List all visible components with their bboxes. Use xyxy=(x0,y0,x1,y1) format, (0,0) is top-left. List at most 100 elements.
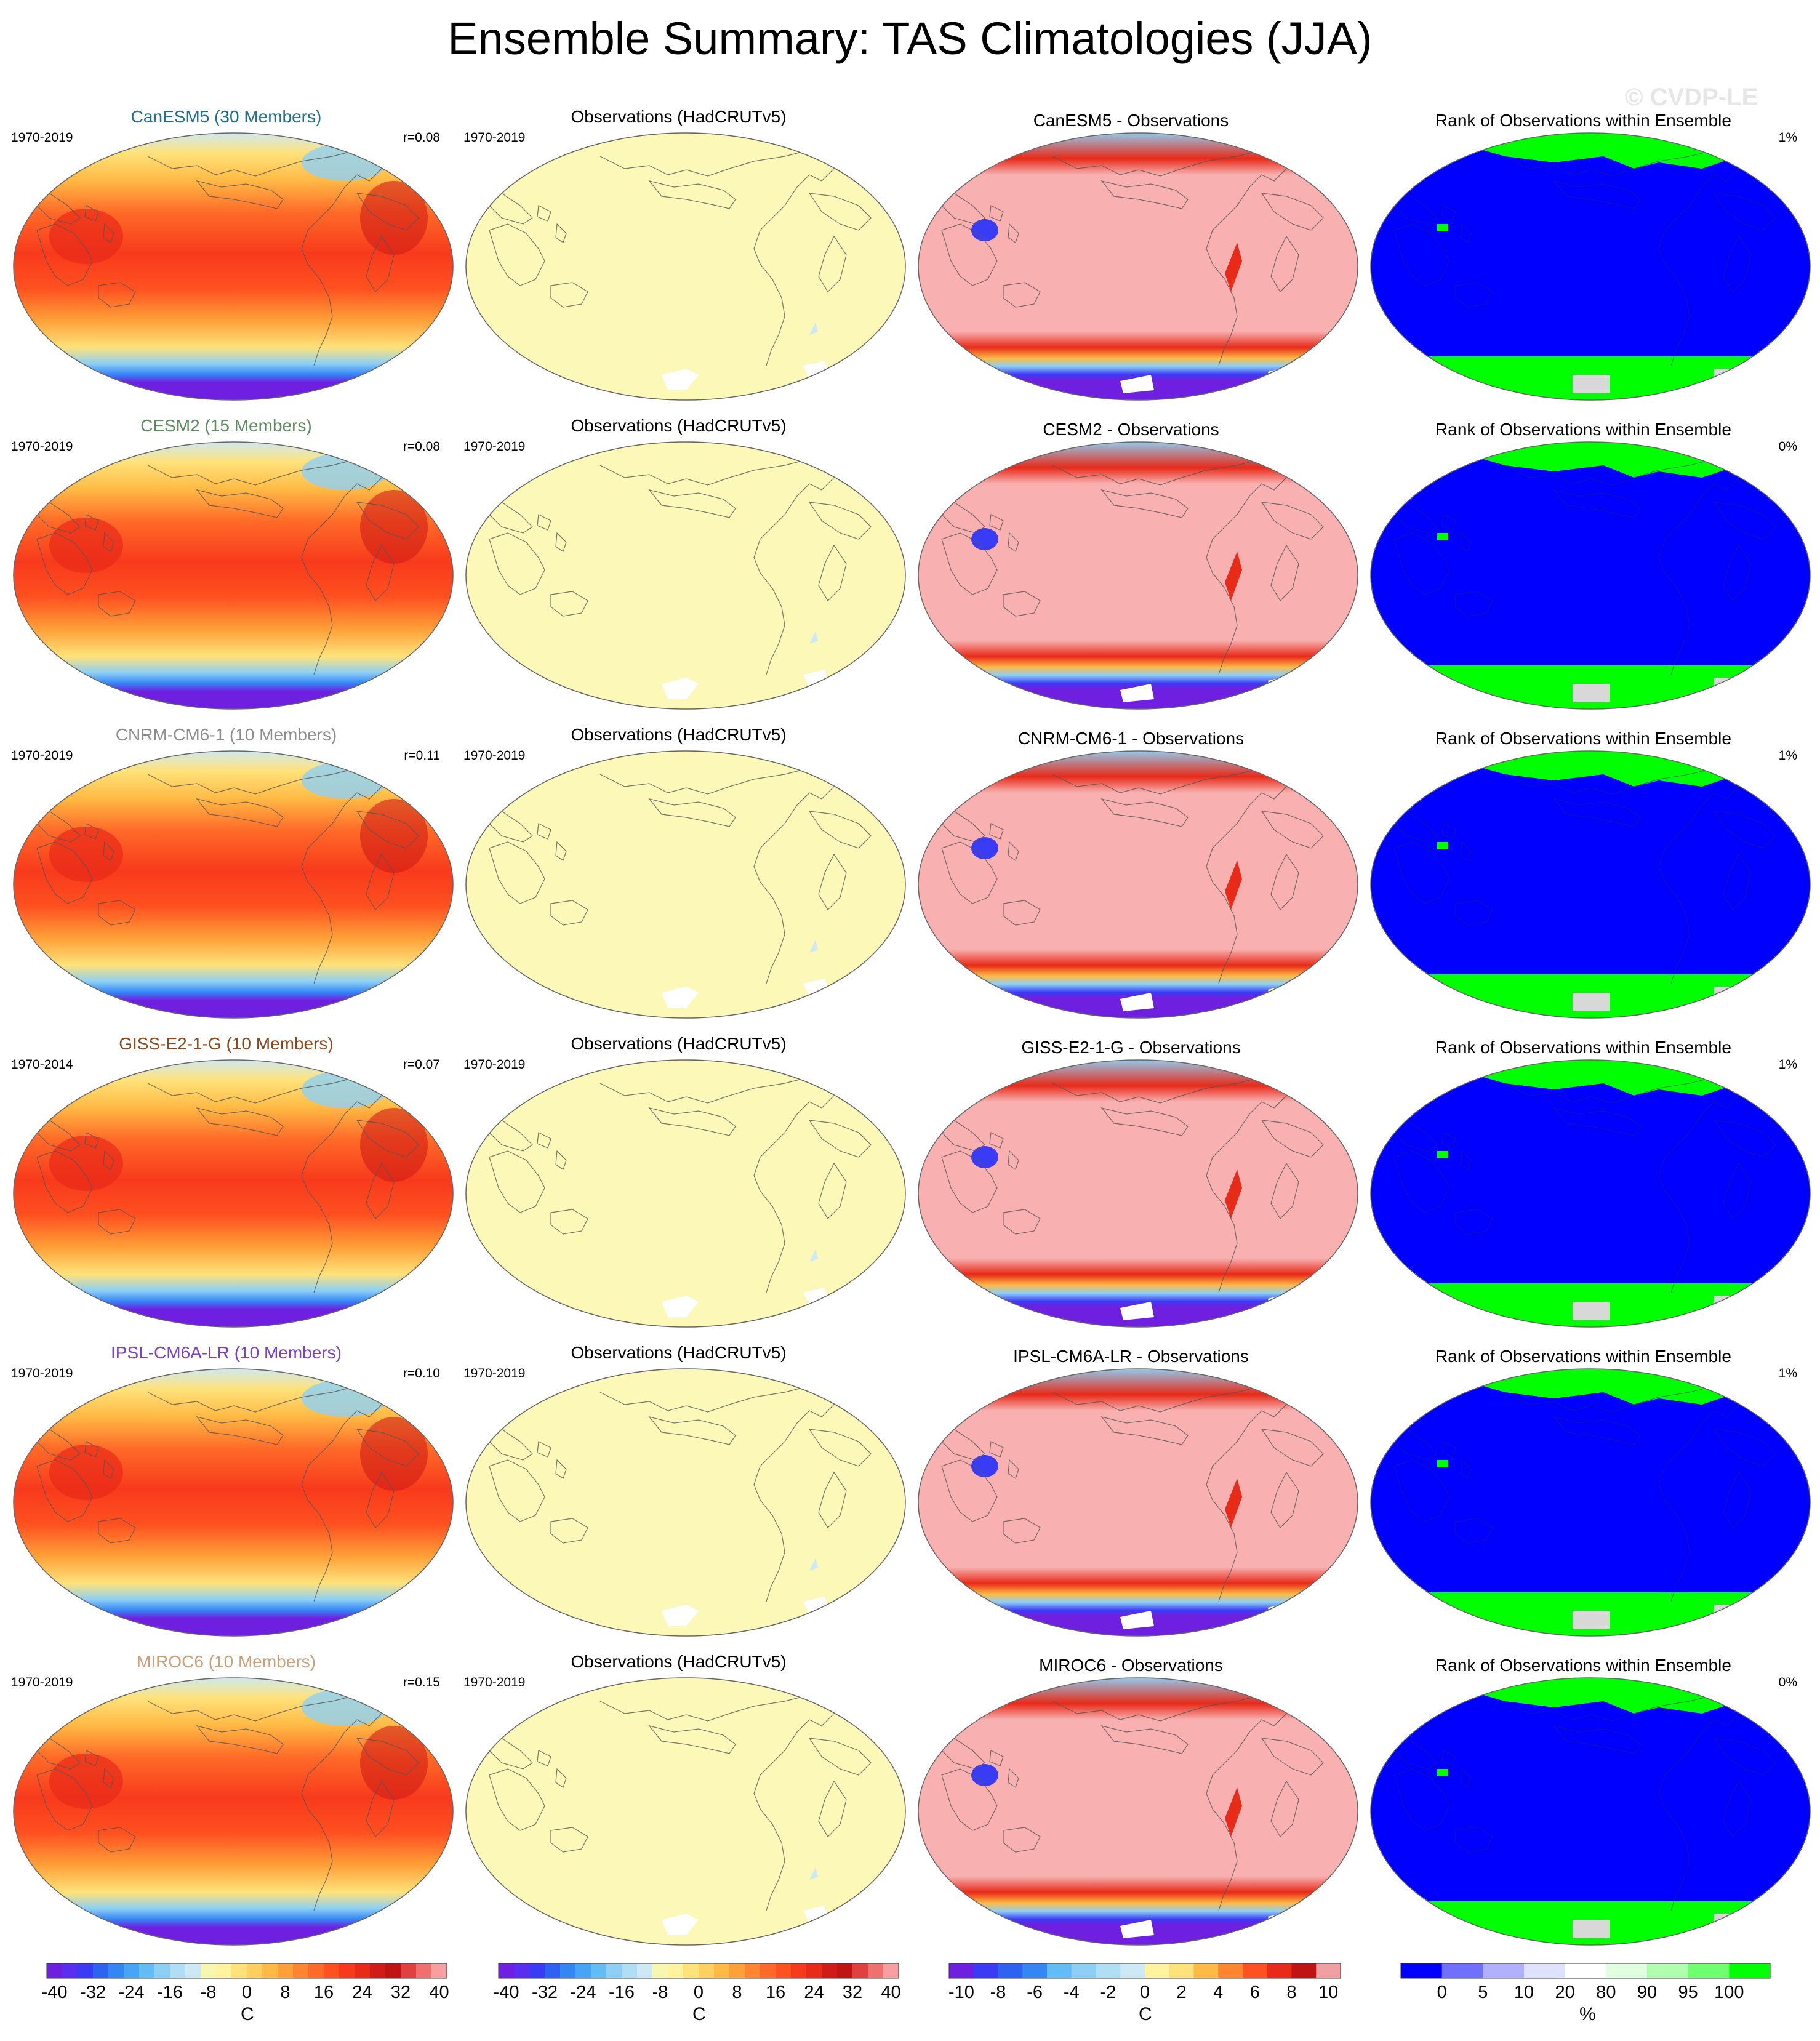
correlation-label: r=0.08 xyxy=(403,439,440,454)
rank-panel-title: Rank of Observations within Ensemble xyxy=(1435,111,1731,130)
colorbar-swatch xyxy=(745,1963,761,1978)
colorbar: -40 -32 -24 -16 -8 0 8 16 24 32 40 C xyxy=(34,1963,459,2041)
model-panel: CNRM-CM6-1 (10 Members) 1970-2019 r=0.11 xyxy=(0,710,454,1019)
colorbar-tick-label: 24 xyxy=(352,1983,372,2002)
rank-map-svg xyxy=(1370,1059,1811,1328)
colorbar: 0 5 10 20 80 90 95 100% xyxy=(1389,1963,1782,2041)
rank-panel-title: Rank of Observations within Ensemble xyxy=(1435,1656,1731,1675)
colorbar-tick-label: 32 xyxy=(843,1983,862,2002)
diff-panel-title: CanESM5 - Observations xyxy=(1033,111,1229,130)
figure-row: IPSL-CM6A-LR (10 Members) 1970-2019 r=0.10… xyxy=(0,1328,1820,1637)
colorbar-swatch xyxy=(124,1963,140,1978)
correlation-label: r=0.07 xyxy=(403,1057,440,1072)
colorbar-swatch xyxy=(324,1963,340,1978)
colorbar-tick-label: 8 xyxy=(1286,1983,1296,2002)
diff-map-svg xyxy=(918,441,1358,710)
rank-percent-label: 0% xyxy=(1778,1675,1797,1690)
colorbar-unit-label: C xyxy=(241,2004,254,2024)
colorbar-swatch xyxy=(1606,1963,1648,1978)
model-panel-title: CNRM-CM6-1 (10 Members) xyxy=(115,725,337,744)
colorbar-swatch xyxy=(93,1963,109,1978)
colorbar-swatch xyxy=(560,1963,576,1978)
colorbar-tick-label: 95 xyxy=(1678,1983,1698,2002)
period-label: 1970-2019 xyxy=(463,130,526,145)
colorbar-swatch xyxy=(1022,1963,1048,1978)
model-map-svg xyxy=(13,1677,454,1946)
colorbar-swatch xyxy=(499,1963,515,1978)
model-panel-title: IPSL-CM6A-LR (10 Members) xyxy=(111,1343,342,1362)
model-map xyxy=(12,1677,454,1946)
colorbar-swatch xyxy=(529,1963,545,1978)
colorbar-swatch xyxy=(1267,1963,1292,1978)
colorbar-swatch xyxy=(791,1963,807,1978)
colorbar-tick-label: 20 xyxy=(1555,1983,1575,2002)
colorbar-tick-label: 2 xyxy=(1177,1983,1187,2002)
correlation-label: r=0.15 xyxy=(403,1675,440,1690)
diff-panel-title: GISS-E2-1-G - Observations xyxy=(1021,1038,1241,1057)
rank-panel: Rank of Observations within Ensemble 1% xyxy=(1357,1328,1811,1637)
model-map xyxy=(12,1368,454,1637)
colorbar-swatch xyxy=(216,1963,232,1978)
rank-map xyxy=(1369,1677,1811,1946)
colorbar-swatch xyxy=(822,1963,838,1978)
colorbar-swatch xyxy=(1565,1963,1606,1978)
model-map-svg xyxy=(13,1368,454,1637)
period-label: 1970-2019 xyxy=(463,748,526,763)
obs-panel: Observations (HadCRUTv5) 1970-2019 xyxy=(452,1328,906,1637)
obs-map xyxy=(465,441,907,710)
colorbar-swatch xyxy=(852,1963,868,1978)
obs-panel-title: Observations (HadCRUTv5) xyxy=(571,1343,787,1362)
colorbar-swatch xyxy=(729,1963,745,1978)
colorbar-tick-label: 10 xyxy=(1514,1983,1534,2002)
obs-map-svg xyxy=(465,132,906,401)
colorbar-swatch xyxy=(949,1963,974,1978)
colorbar-tick-label: -10 xyxy=(948,1983,974,2002)
colorbar-swatch xyxy=(355,1963,371,1978)
colorbar-unit-label: C xyxy=(1139,2004,1152,2024)
model-panel: MIROC6 (10 Members) 1970-2019 r=0.15 xyxy=(0,1637,454,1946)
colorbar: -40 -32 -24 -16 -8 0 8 16 24 32 40 C xyxy=(486,1963,911,2041)
correlation-label: r=0.08 xyxy=(403,130,440,145)
figure-row: CNRM-CM6-1 (10 Members) 1970-2019 r=0.11 Ob… xyxy=(0,710,1820,1019)
rank-map xyxy=(1369,1368,1811,1637)
colorbar-swatch xyxy=(139,1963,155,1978)
colorbar-swatch xyxy=(760,1963,776,1978)
colorbar-svg: -10 -8 -6 -4 -2 0 2 4 6 8 10 xyxy=(948,1963,1341,2002)
colorbar-tick-label: 16 xyxy=(314,1983,334,2002)
colorbar-swatch xyxy=(278,1963,294,1978)
colorbar-swatch xyxy=(545,1963,561,1978)
diff-map xyxy=(917,1368,1359,1637)
colorbar-tick-label: -16 xyxy=(157,1983,183,2002)
rank-percent-label: 1% xyxy=(1778,130,1797,145)
colorbar-swatch xyxy=(1524,1963,1566,1978)
diff-map xyxy=(917,1059,1359,1328)
model-map-svg xyxy=(13,132,454,401)
obs-map xyxy=(465,132,907,401)
colorbar-tick-label: 90 xyxy=(1637,1983,1657,2002)
colorbar-swatch xyxy=(868,1963,884,1978)
period-label: 1970-2019 xyxy=(11,1366,73,1381)
obs-panel: Observations (HadCRUTv5) 1970-2019 xyxy=(452,1637,907,1946)
period-label: 1970-2019 xyxy=(11,130,73,145)
rank-map-svg xyxy=(1370,750,1811,1019)
obs-map xyxy=(465,1059,907,1328)
colorbar-svg: -40 -32 -24 -16 -8 0 8 16 24 32 40 xyxy=(494,1963,901,2002)
rank-map-svg xyxy=(1370,1368,1811,1637)
figure-row: GISS-E2-1-G (10 Members) 1970-2014 r=0.07 O… xyxy=(0,1019,1820,1328)
obs-panel: Observations (HadCRUTv5) 1970-2019 xyxy=(452,92,907,401)
obs-panel-title: Observations (HadCRUTv5) xyxy=(571,1652,787,1671)
model-panel-title: MIROC6 (10 Members) xyxy=(137,1652,316,1671)
obs-map xyxy=(465,1677,907,1946)
obs-map-svg xyxy=(465,1677,906,1946)
diff-panel-title: IPSL-CM6A-LR - Observations xyxy=(1013,1347,1249,1366)
colorbar-swatch xyxy=(108,1963,124,1978)
colorbar-swatch xyxy=(668,1963,684,1978)
diff-map-svg xyxy=(918,1677,1358,1946)
colorbar-swatch xyxy=(998,1963,1023,1978)
model-map-svg xyxy=(13,441,454,710)
rank-panel: Rank of Observations within Ensemble 0% xyxy=(1357,401,1811,710)
model-panel: CanESM5 (30 Members) 1970-2019 r=0.08 xyxy=(0,92,454,401)
obs-map-svg xyxy=(465,750,906,1019)
colorbar-swatch xyxy=(1401,1963,1443,1978)
model-map xyxy=(12,441,454,710)
